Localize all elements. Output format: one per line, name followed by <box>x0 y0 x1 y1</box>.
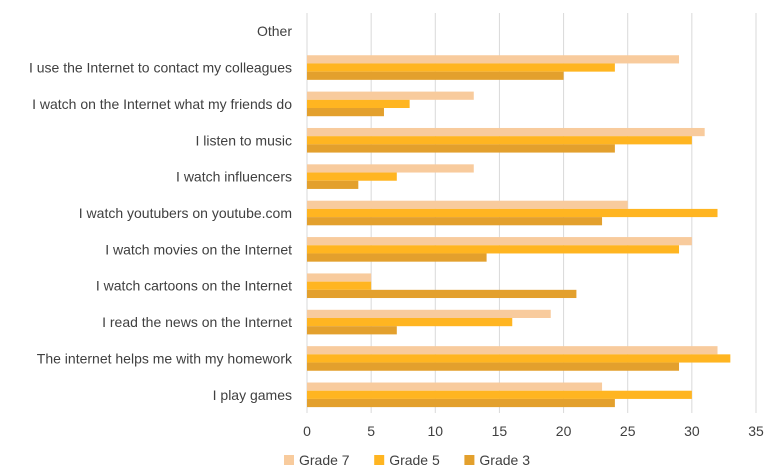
x-tick-label: 35 <box>748 423 764 439</box>
legend-item: Grade 5 <box>374 452 440 468</box>
bar-grade-7 <box>307 164 474 173</box>
bar-grade-3 <box>307 253 487 262</box>
category-label: I listen to music <box>196 132 292 148</box>
category-label: I read the news on the Internet <box>102 314 292 330</box>
bar-grade-5 <box>307 63 615 72</box>
bar-grade-3 <box>307 71 564 80</box>
bar-grade-7 <box>307 91 474 100</box>
category-label: I use the Internet to contact my colleag… <box>29 60 292 76</box>
bar-grade-5 <box>307 354 731 363</box>
x-tick-label: 15 <box>492 423 508 439</box>
bar-grade-5 <box>307 136 692 145</box>
bar-grade-5 <box>307 245 680 254</box>
bar-grade-3 <box>307 217 603 226</box>
bar-grade-3 <box>307 289 577 299</box>
bar-grade-5 <box>307 208 718 218</box>
bar-grade-7 <box>307 382 603 391</box>
x-tick-label: 0 <box>303 423 311 439</box>
bar-grade-7 <box>307 127 705 137</box>
legend-swatch <box>464 455 475 465</box>
legend: Grade 7 Grade 5 Grade 3 <box>284 452 530 468</box>
bar-grade-3 <box>307 362 680 371</box>
x-axis-ticks: 0 5 10 15 20 25 30 35 <box>303 423 764 439</box>
legend-label: Grade 3 <box>479 452 530 468</box>
legend-swatch <box>284 455 294 465</box>
x-tick-label: 10 <box>427 423 443 439</box>
bar-grade-5 <box>307 172 397 181</box>
category-label: I play games <box>213 387 292 403</box>
category-label: I watch cartoons on the Internet <box>96 278 292 294</box>
bar-grade-3 <box>307 108 384 117</box>
bar-grade-7 <box>307 346 718 355</box>
bar-grade-5 <box>307 281 372 290</box>
bar-grade-3 <box>307 180 359 189</box>
category-label: The internet helps me with my homework <box>37 350 293 366</box>
category-label: Other <box>257 23 292 39</box>
legend-item: Grade 3 <box>464 452 530 468</box>
bar-grade-7 <box>307 309 551 318</box>
x-tick-label: 30 <box>684 423 700 439</box>
x-tick-label: 20 <box>556 423 572 439</box>
bar-grade-3 <box>307 144 615 153</box>
category-label: I watch on the Internet what my friends … <box>32 96 292 112</box>
x-tick-label: 25 <box>620 423 636 439</box>
bar-grade-7 <box>307 55 680 64</box>
bar-grade-3 <box>307 398 615 408</box>
bar-grade-7 <box>307 200 628 209</box>
bar-grade-5 <box>307 317 513 327</box>
bar-grade-7 <box>307 237 692 246</box>
category-label: I watch youtubers on youtube.com <box>79 205 292 221</box>
bar-grade-5 <box>307 99 410 109</box>
x-tick-label: 5 <box>367 423 375 439</box>
legend-item: Grade 7 <box>284 452 350 468</box>
legend-label: Grade 5 <box>389 452 440 468</box>
legend-swatch <box>374 455 385 465</box>
category-label: I watch movies on the Internet <box>105 241 292 257</box>
bars <box>307 55 731 408</box>
bar-grade-7 <box>307 273 372 282</box>
category-labels: I play games The internet helps me with m… <box>29 23 293 403</box>
category-label: I watch influencers <box>176 169 292 185</box>
legend-label: Grade 7 <box>299 452 350 468</box>
bar-grade-3 <box>307 326 397 335</box>
bar-grade-5 <box>307 390 692 399</box>
